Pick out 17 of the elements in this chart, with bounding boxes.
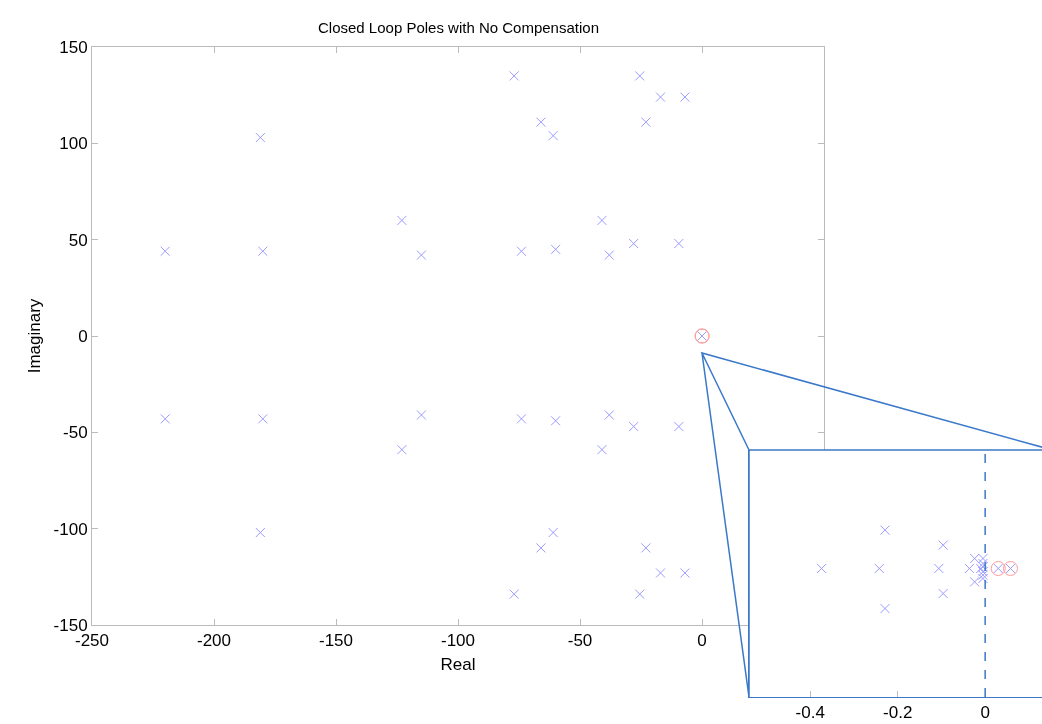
x-tick-label: -150 [318, 631, 354, 651]
x-tick-label: -0.2 [883, 703, 913, 723]
x-tick-label: -0.4 [795, 703, 825, 723]
y-tick-label: -100 [53, 519, 88, 539]
x-tick-label: -200 [196, 631, 232, 651]
x-axis-title: Real [440, 654, 476, 674]
x-tick-label: -50 [567, 631, 593, 651]
chart-title: Closed Loop Poles with No Compensation [318, 19, 599, 36]
y-tick-label: 150 [59, 37, 88, 57]
y-tick-label: 0 [78, 326, 88, 346]
x-tick-label: 0 [697, 631, 707, 651]
y-tick-label: 100 [59, 134, 88, 154]
x-tick-label: -100 [440, 631, 476, 651]
x-tick-label: 0 [980, 703, 990, 723]
y-tick-label: 50 [68, 230, 88, 250]
y-tick-label: -50 [63, 423, 88, 443]
y-axis-title: Imaginary [25, 298, 45, 374]
